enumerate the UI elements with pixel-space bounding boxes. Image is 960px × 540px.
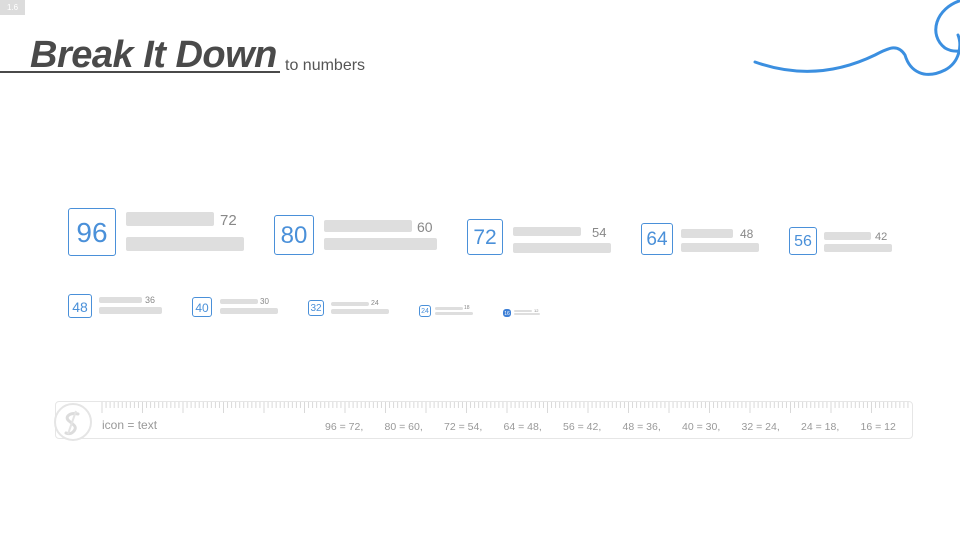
icon-size-box: 64 [641,223,673,255]
text-bar [126,237,244,251]
size-pair: 96 = 72, [325,421,364,433]
icon-size-box: 48 [68,294,92,318]
size-ruler: icon = text 96 = 72, 80 = 60, 72 = 54, 64 =… [54,401,913,441]
text-bar [99,297,142,303]
scribble-s-icon [54,403,92,441]
text-bar [99,307,162,314]
size-pairs: 96 = 72, 80 = 60, 72 = 54, 64 = 48, 56 = 42,… [325,421,896,433]
text-bar [681,229,733,238]
text-size-label: 42 [875,231,888,243]
text-bar [220,308,278,314]
wave-swirl-icon [753,0,960,76]
text-bar [514,310,532,312]
text-bar [324,220,412,232]
icon-size-box: 32 [308,300,324,316]
size-pair: 40 = 30, [682,421,721,433]
text-bar [513,227,581,236]
text-bar [331,302,369,306]
text-bar [681,243,759,252]
size-pair: 16 = 12 [860,421,896,433]
icon-size-box: 24 [419,305,431,317]
text-bar [126,212,214,226]
slide-number-badge: 1.6 [0,0,25,15]
size-pair: 80 = 60, [384,421,423,433]
text-size-label: 48 [740,227,754,241]
text-bar [331,309,389,314]
icon-size-box: 40 [192,297,212,317]
size-pair: 48 = 36, [622,421,661,433]
ruler-label: icon = text [102,418,158,432]
size-pair: 24 = 18, [801,421,840,433]
text-size-label: 30 [260,297,269,306]
size-pair: 32 = 24, [741,421,780,433]
size-pair: 72 = 54, [444,421,483,433]
ruler-ticks [101,402,909,413]
icon-size-box: 16 [503,309,511,317]
text-bar [435,307,463,310]
text-bar [514,313,540,315]
text-bar [824,232,871,240]
icon-size-box: 72 [467,219,503,255]
icon-size-box: 80 [274,215,314,255]
title-underline [0,71,280,73]
size-pair: 56 = 42, [563,421,602,433]
page-subtitle: to numbers [285,57,366,74]
text-size-label: 24 [371,300,379,307]
text-size-label: 54 [592,225,607,240]
text-bar [324,238,437,250]
text-bar [824,244,892,252]
text-size-label: 12 [534,308,539,313]
icon-size-box: 96 [68,208,116,256]
size-pair: 64 = 48, [503,421,542,433]
text-bar [513,243,611,253]
text-size-label: 60 [417,219,433,235]
text-size-label: 18 [464,305,470,311]
text-size-label: 72 [220,212,237,229]
icon-size-box: 56 [789,227,817,255]
text-size-label: 36 [145,295,156,305]
page-title: Break It Down [30,34,277,76]
text-bar [435,312,473,315]
text-bar [220,299,258,304]
